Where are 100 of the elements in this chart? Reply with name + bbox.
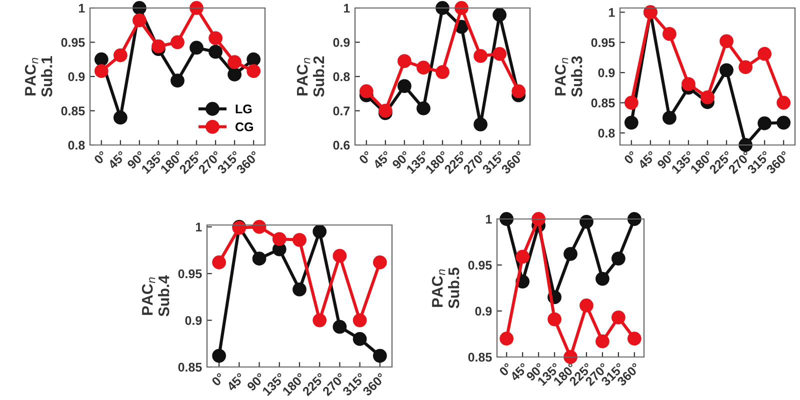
point [372, 348, 387, 363]
point [700, 90, 714, 104]
point [720, 34, 734, 48]
x-tick-label: 0° [211, 372, 226, 386]
point [564, 350, 578, 364]
point [208, 44, 222, 59]
point [611, 252, 626, 266]
point [228, 55, 242, 70]
y-tick-label: 0.8 [68, 140, 85, 150]
point [436, 1, 450, 15]
point [332, 248, 347, 263]
point [208, 31, 222, 46]
point [359, 84, 374, 98]
point [152, 39, 166, 54]
point [758, 46, 772, 61]
y-tick-label: 0.9 [68, 72, 85, 82]
point [416, 101, 430, 116]
point [776, 96, 791, 110]
point [580, 298, 594, 312]
y-axis-title: PAC$_{n}$ Sub.1 [24, 56, 52, 97]
y-tick-label: 0.95 [178, 269, 202, 278]
point [564, 247, 578, 261]
point [312, 224, 327, 238]
x-tick-label: 45° [637, 150, 657, 170]
point [436, 65, 450, 79]
point [132, 13, 146, 28]
point [627, 212, 642, 226]
point [776, 116, 791, 130]
point [292, 233, 306, 247]
y-tick-label: 1 [486, 214, 492, 224]
point [246, 52, 261, 66]
point [627, 332, 642, 346]
point [372, 255, 387, 270]
point [738, 138, 752, 152]
y-axis-title: PAC$_{n}$ Sub.4 [142, 275, 170, 316]
point [474, 118, 488, 132]
x-tick-label: 0° [624, 150, 638, 164]
point [212, 348, 226, 363]
point [454, 1, 468, 15]
point [252, 220, 266, 234]
x-tick-label: 45° [226, 372, 246, 392]
y-tick-label: 0.85 [178, 362, 202, 372]
y-tick-label: 0.85 [61, 106, 85, 116]
point [398, 79, 412, 94]
x-tick-label: 45° [107, 150, 127, 170]
point [170, 35, 184, 50]
y-tick-label: 0.8 [333, 72, 350, 82]
y-tick-label: 1 [196, 222, 202, 232]
y-tick-label: 0.9 [598, 68, 615, 78]
point [312, 313, 327, 328]
point [611, 310, 626, 324]
point [228, 68, 242, 82]
x-tick-label: 45° [372, 150, 392, 170]
y-tick-label: 0.85 [591, 98, 615, 108]
point [212, 255, 226, 270]
point [624, 96, 638, 110]
point [758, 116, 772, 130]
point [624, 116, 638, 130]
x-tick-label: 45° [510, 362, 526, 382]
point [596, 272, 610, 286]
point [720, 63, 734, 78]
point [398, 54, 412, 68]
point [662, 27, 676, 41]
point [682, 77, 696, 91]
point [500, 212, 514, 226]
y-tick-label: 0.8 [598, 128, 615, 138]
point [516, 250, 530, 264]
y-tick-label: 0.9 [475, 306, 492, 316]
point [512, 84, 526, 98]
legend-label: CG [236, 122, 253, 132]
x-tick-label: 0° [94, 150, 108, 164]
y-tick-label: 0.6 [333, 140, 350, 150]
point [416, 60, 430, 75]
y-axis-title: PAC$_{n}$ Sub.5 [432, 268, 460, 308]
x-tick-label: 0° [498, 362, 510, 376]
y-tick-label: 0.9 [185, 316, 202, 325]
y-tick-label: 0.95 [61, 38, 85, 47]
y-tick-label: 0.9 [333, 38, 350, 47]
y-tick-label: 1 [344, 4, 350, 13]
point [378, 104, 392, 118]
point [352, 313, 367, 328]
point [492, 8, 507, 22]
point [113, 110, 128, 125]
point [580, 214, 594, 229]
point [738, 60, 752, 74]
point [532, 212, 546, 226]
point [246, 64, 261, 78]
point [190, 1, 204, 15]
point [596, 334, 610, 348]
point [548, 312, 562, 326]
point [170, 74, 184, 88]
point [272, 232, 286, 246]
point [113, 48, 128, 62]
point [252, 252, 266, 266]
y-tick-label: 0.85 [468, 352, 492, 362]
point [94, 52, 108, 66]
point [662, 110, 676, 125]
x-tick-label: 0° [358, 150, 373, 164]
y-axis-title: PAC$_{n}$ Sub.2 [296, 56, 324, 97]
point [190, 40, 204, 55]
